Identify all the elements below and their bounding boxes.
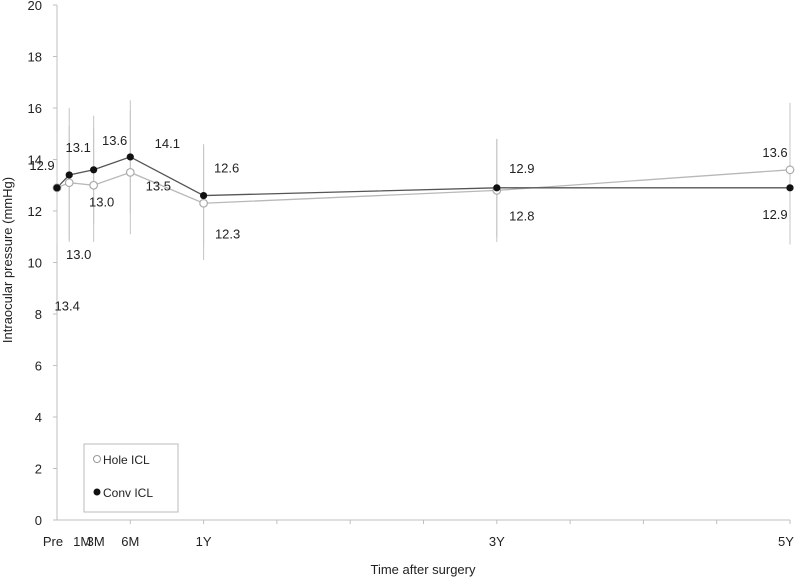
data-point-conv-icl (65, 171, 73, 179)
markers-group (52, 153, 795, 208)
legend-conv-icl-marker (93, 488, 101, 496)
data-point-conv-icl (200, 191, 208, 200)
x-tick-label: 6M (121, 534, 139, 549)
y-tick-label: 12 (28, 204, 42, 219)
y-tick-label: 16 (28, 101, 42, 116)
x-tick-label: 3M (87, 534, 105, 549)
data-label-hole-icl: 12.9 (29, 158, 54, 173)
data-point-hole-icl (785, 165, 795, 175)
y-tick-label: 10 (28, 256, 42, 271)
data-label-hole-icl: 13.5 (146, 178, 171, 193)
annotation-label: 13.0 (66, 247, 91, 262)
data-point-hole-icl (64, 178, 74, 188)
y-tick-label: 20 (28, 0, 42, 13)
data-point-conv-icl (493, 184, 501, 192)
x-axis-title: Time after surgery (371, 562, 476, 577)
data-label-hole-icl: 13.6 (762, 145, 787, 160)
data-label-conv-icl: 13.6 (102, 133, 127, 148)
data-label-conv-icl: 12.6 (214, 161, 239, 176)
data-point-hole-icl (199, 198, 209, 208)
y-tick-label: 6 (35, 359, 42, 374)
data-point-conv-icl (53, 184, 61, 192)
data-point-hole-icl (125, 167, 135, 177)
y-tick-label: 8 (35, 307, 42, 322)
data-label-conv-icl: 13.1 (66, 140, 91, 155)
x-tick-label: 1M (73, 534, 91, 549)
legend-hole-icl-label: Hole ICL (103, 453, 150, 467)
data-point-hole-icl (89, 180, 99, 190)
y-tick-label: 4 (35, 410, 42, 425)
y-axis-title: Intraocular pressure (mmHg) (0, 177, 15, 343)
data-point-conv-icl (90, 166, 98, 174)
data-label-conv-icl: 12.9 (509, 161, 534, 176)
legend: Hole ICL Conv ICL (83, 443, 179, 513)
data-label-hole-icl: 13.4 (55, 299, 80, 314)
legend-hole-icl-marker (93, 455, 101, 463)
data-label-hole-icl: 13.0 (89, 194, 114, 209)
x-tick-label: 1Y (196, 534, 212, 549)
data-point-conv-icl (786, 184, 794, 192)
data-label-hole-icl: 12.8 (509, 208, 534, 223)
data-point-conv-icl (126, 153, 134, 161)
data-labels-group: 12.9 13.4 13.0 13.5 12.3 12.8 13.6 13.1 13.6 14.1… (29, 133, 787, 314)
x-tick-label: 5Y (778, 534, 794, 549)
x-tick-label: Pre (43, 534, 63, 549)
y-tick-label: 18 (28, 50, 42, 65)
data-label-conv-icl: 14.1 (155, 136, 180, 151)
legend-conv-icl-label: Conv ICL (103, 486, 153, 500)
y-tick-label: 2 (35, 462, 42, 477)
x-tick-label: 3Y (489, 534, 505, 549)
data-label-hole-icl: 12.3 (215, 226, 240, 241)
y-tick-label: 14 (28, 153, 42, 168)
data-label-conv-icl: 12.9 (762, 207, 787, 222)
y-tick-label: 0 (35, 513, 42, 528)
legend-box (83, 443, 179, 513)
